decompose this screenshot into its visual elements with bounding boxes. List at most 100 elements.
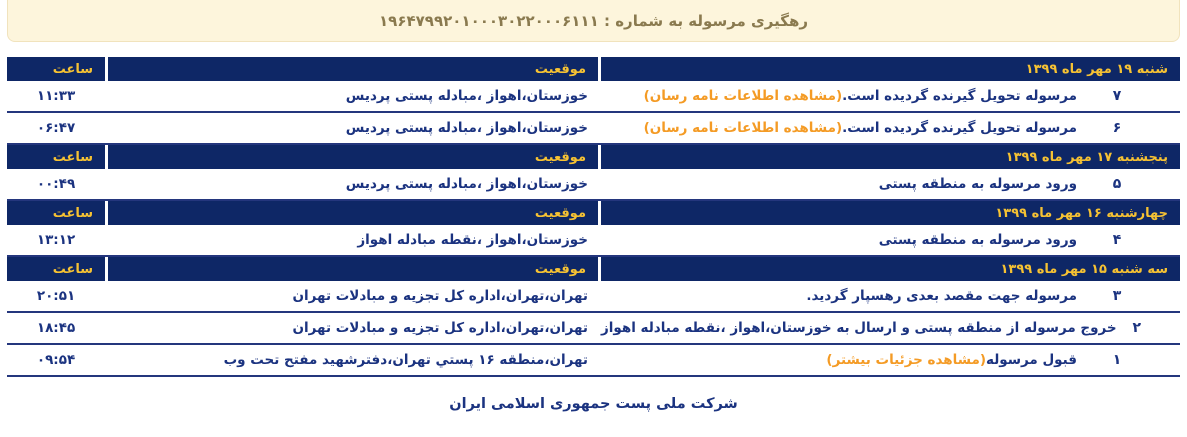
event-time: ۱۳:۱۲ (36, 232, 76, 248)
time-cell: ۱۸:۴۵ (7, 320, 105, 336)
location-cell: خوزستان،اهواز ،مبادله پستی پردیس (108, 120, 598, 136)
event-time: ۰۰:۴۹ (36, 176, 76, 192)
event-location: تهران،منطقه ۱۶ پستي تهران،دفترشهید مفتح … (223, 352, 588, 368)
time-column-label: ساعت (52, 261, 93, 277)
tracking-event-row: ۶ مرسوله تحویل گیرنده گردیده است. (مشاهد… (7, 113, 1180, 145)
status-cell: ۳ مرسوله جهت مقصد بعدی رهسپار گردید. (601, 288, 1180, 304)
event-time: ۱۱:۳۳ (36, 88, 76, 104)
tracking-event-row: ۴ ورود مرسوله به منطقه پستی خوزستان،اهوا… (7, 225, 1180, 257)
section-rows: ۴ ورود مرسوله به منطقه پستی خوزستان،اهوا… (7, 225, 1180, 257)
page-title: رهگیری مرسوله به شماره : ۱۹۶۴۷۹۹۲۰۱۰۰۰۳۰… (379, 12, 808, 30)
event-number: ۴ (1112, 232, 1122, 248)
event-number: ۳ (1112, 288, 1122, 304)
date-header-cell: پنجشنبه ۱۷ مهر ماه ۱۳۹۹ (601, 145, 1180, 169)
time-header-cell: ساعت (7, 57, 105, 81)
event-number: ۵ (1112, 176, 1122, 192)
time-cell: ۰۶:۴۷ (7, 120, 105, 136)
location-cell: خوزستان،اهواز ،مبادله پستی پردیس (108, 88, 598, 104)
tracking-title-label: رهگیری مرسوله به شماره : (603, 11, 808, 30)
time-header-cell: ساعت (7, 145, 105, 169)
time-cell: ۰۰:۴۹ (7, 176, 105, 192)
location-header-cell: موقعیت (108, 145, 598, 169)
event-status: مرسوله تحویل گیرنده گردیده است. (842, 120, 1077, 136)
date-section: پنجشنبه ۱۷ مهر ماه ۱۳۹۹ موقعیت ساعت ۵ ور… (7, 145, 1180, 201)
time-cell: ۲۰:۵۱ (7, 288, 105, 304)
location-column-label: موقعیت (534, 61, 586, 77)
section-rows: ۵ ورود مرسوله به منطقه پستی خوزستان،اهوا… (7, 169, 1180, 201)
status-cell: ۵ ورود مرسوله به منطقه پستی (601, 176, 1180, 192)
status-cell: ۲ خروج مرسوله از منطقه پستی و ارسال به خ… (601, 320, 1180, 336)
event-location: تهران،تهران،اداره کل تجزیه و مبادلات تهر… (292, 288, 589, 304)
event-time: ۰۹:۵۴ (36, 352, 76, 368)
status-cell: ۴ ورود مرسوله به منطقه پستی (601, 232, 1180, 248)
page-footer: شرکت ملی پست جمهوری اسلامی ایران (0, 393, 1187, 412)
tracking-event-row: ۲ خروج مرسوله از منطقه پستی و ارسال به خ… (7, 313, 1180, 345)
event-number: ۷ (1112, 88, 1122, 104)
event-status: مرسوله جهت مقصد بعدی رهسپار گردید. (806, 288, 1077, 304)
event-time: ۲۰:۵۱ (36, 288, 76, 304)
time-column-label: ساعت (52, 149, 93, 165)
date-label: شنبه ۱۹ مهر ماه ۱۳۹۹ (1025, 61, 1168, 77)
location-header-cell: موقعیت (108, 201, 598, 225)
time-cell: ۱۳:۱۲ (7, 232, 105, 248)
event-detail-link[interactable]: (مشاهده جزئیات بیشتر) (826, 352, 987, 368)
tracking-header-banner: رهگیری مرسوله به شماره : ۱۹۶۴۷۹۹۲۰۱۰۰۰۳۰… (7, 0, 1180, 42)
tracking-event-row: ۷ مرسوله تحویل گیرنده گردیده است. (مشاهد… (7, 81, 1180, 113)
location-column-label: موقعیت (534, 205, 586, 221)
time-header-cell: ساعت (7, 201, 105, 225)
event-time: ۱۸:۴۵ (36, 320, 76, 336)
event-status: قبول مرسوله (986, 352, 1077, 368)
event-location: خوزستان،اهواز ،مبادله پستی پردیس (345, 176, 588, 192)
event-number: ۲ (1132, 320, 1142, 336)
section-rows: ۳ مرسوله جهت مقصد بعدی رهسپار گردید. تهر… (7, 281, 1180, 377)
location-header-cell: موقعیت (108, 57, 598, 81)
date-label: پنجشنبه ۱۷ مهر ماه ۱۳۹۹ (1005, 149, 1168, 165)
date-label: سه شنبه ۱۵ مهر ماه ۱۳۹۹ (1000, 261, 1168, 277)
section-rows: ۷ مرسوله تحویل گیرنده گردیده است. (مشاهد… (7, 81, 1180, 145)
date-section: شنبه ۱۹ مهر ماه ۱۳۹۹ موقعیت ساعت ۷ مرسول… (7, 57, 1180, 145)
event-location: خوزستان،اهواز ،مبادله پستی پردیس (345, 120, 588, 136)
location-cell: تهران،منطقه ۱۶ پستي تهران،دفترشهید مفتح … (108, 352, 598, 368)
tracking-event-row: ۱ قبول مرسوله (مشاهده جزئیات بیشتر) تهرا… (7, 345, 1180, 377)
location-cell: تهران،تهران،اداره کل تجزیه و مبادلات تهر… (108, 320, 598, 336)
time-column-label: ساعت (52, 205, 93, 221)
date-header-row: سه شنبه ۱۵ مهر ماه ۱۳۹۹ موقعیت ساعت (7, 257, 1180, 281)
event-detail-link[interactable]: (مشاهده اطلاعات نامه رسان) (643, 120, 843, 136)
time-cell: ۱۱:۳۳ (7, 88, 105, 104)
time-cell: ۰۹:۵۴ (7, 352, 105, 368)
time-column-label: ساعت (52, 61, 93, 77)
location-column-label: موقعیت (534, 261, 586, 277)
tracking-table: شنبه ۱۹ مهر ماه ۱۳۹۹ موقعیت ساعت ۷ مرسول… (7, 57, 1180, 377)
event-location: خوزستان،اهواز ،نقطه مبادله اهواز (357, 232, 588, 248)
tracking-event-row: ۳ مرسوله جهت مقصد بعدی رهسپار گردید. تهر… (7, 281, 1180, 313)
event-detail-link[interactable]: (مشاهده اطلاعات نامه رسان) (643, 88, 843, 104)
time-header-cell: ساعت (7, 257, 105, 281)
date-header-cell: شنبه ۱۹ مهر ماه ۱۳۹۹ (601, 57, 1180, 81)
date-header-cell: سه شنبه ۱۵ مهر ماه ۱۳۹۹ (601, 257, 1180, 281)
company-name: شرکت ملی پست جمهوری اسلامی ایران (449, 396, 738, 412)
status-cell: ۷ مرسوله تحویل گیرنده گردیده است. (مشاهد… (601, 88, 1180, 104)
event-time: ۰۶:۴۷ (36, 120, 76, 136)
event-location: تهران،تهران،اداره کل تجزیه و مبادلات تهر… (292, 320, 589, 336)
status-cell: ۱ قبول مرسوله (مشاهده جزئیات بیشتر) (601, 352, 1180, 368)
date-header-row: پنجشنبه ۱۷ مهر ماه ۱۳۹۹ موقعیت ساعت (7, 145, 1180, 169)
location-header-cell: موقعیت (108, 257, 598, 281)
event-status: خروج مرسوله از منطقه پستی و ارسال به خوز… (601, 320, 1117, 336)
date-header-row: چهارشنبه ۱۶ مهر ماه ۱۳۹۹ موقعیت ساعت (7, 201, 1180, 225)
location-cell: خوزستان،اهواز ،نقطه مبادله اهواز (108, 232, 598, 248)
date-label: چهارشنبه ۱۶ مهر ماه ۱۳۹۹ (995, 205, 1168, 221)
event-status: مرسوله تحویل گیرنده گردیده است. (842, 88, 1077, 104)
event-status: ورود مرسوله به منطقه پستی (878, 232, 1077, 248)
tracking-event-row: ۵ ورود مرسوله به منطقه پستی خوزستان،اهوا… (7, 169, 1180, 201)
status-cell: ۶ مرسوله تحویل گیرنده گردیده است. (مشاهد… (601, 120, 1180, 136)
location-column-label: موقعیت (534, 149, 586, 165)
date-header-row: شنبه ۱۹ مهر ماه ۱۳۹۹ موقعیت ساعت (7, 57, 1180, 81)
location-cell: خوزستان،اهواز ،مبادله پستی پردیس (108, 176, 598, 192)
event-number: ۱ (1112, 352, 1122, 368)
location-cell: تهران،تهران،اداره کل تجزیه و مبادلات تهر… (108, 288, 598, 304)
event-location: خوزستان،اهواز ،مبادله پستی پردیس (345, 88, 588, 104)
event-number: ۶ (1112, 120, 1122, 136)
date-section: سه شنبه ۱۵ مهر ماه ۱۳۹۹ موقعیت ساعت ۳ مر… (7, 257, 1180, 377)
tracking-number: ۱۹۶۴۷۹۹۲۰۱۰۰۰۳۰۲۲۰۰۰۶۱۱۱ (379, 11, 599, 30)
event-status: ورود مرسوله به منطقه پستی (878, 176, 1077, 192)
